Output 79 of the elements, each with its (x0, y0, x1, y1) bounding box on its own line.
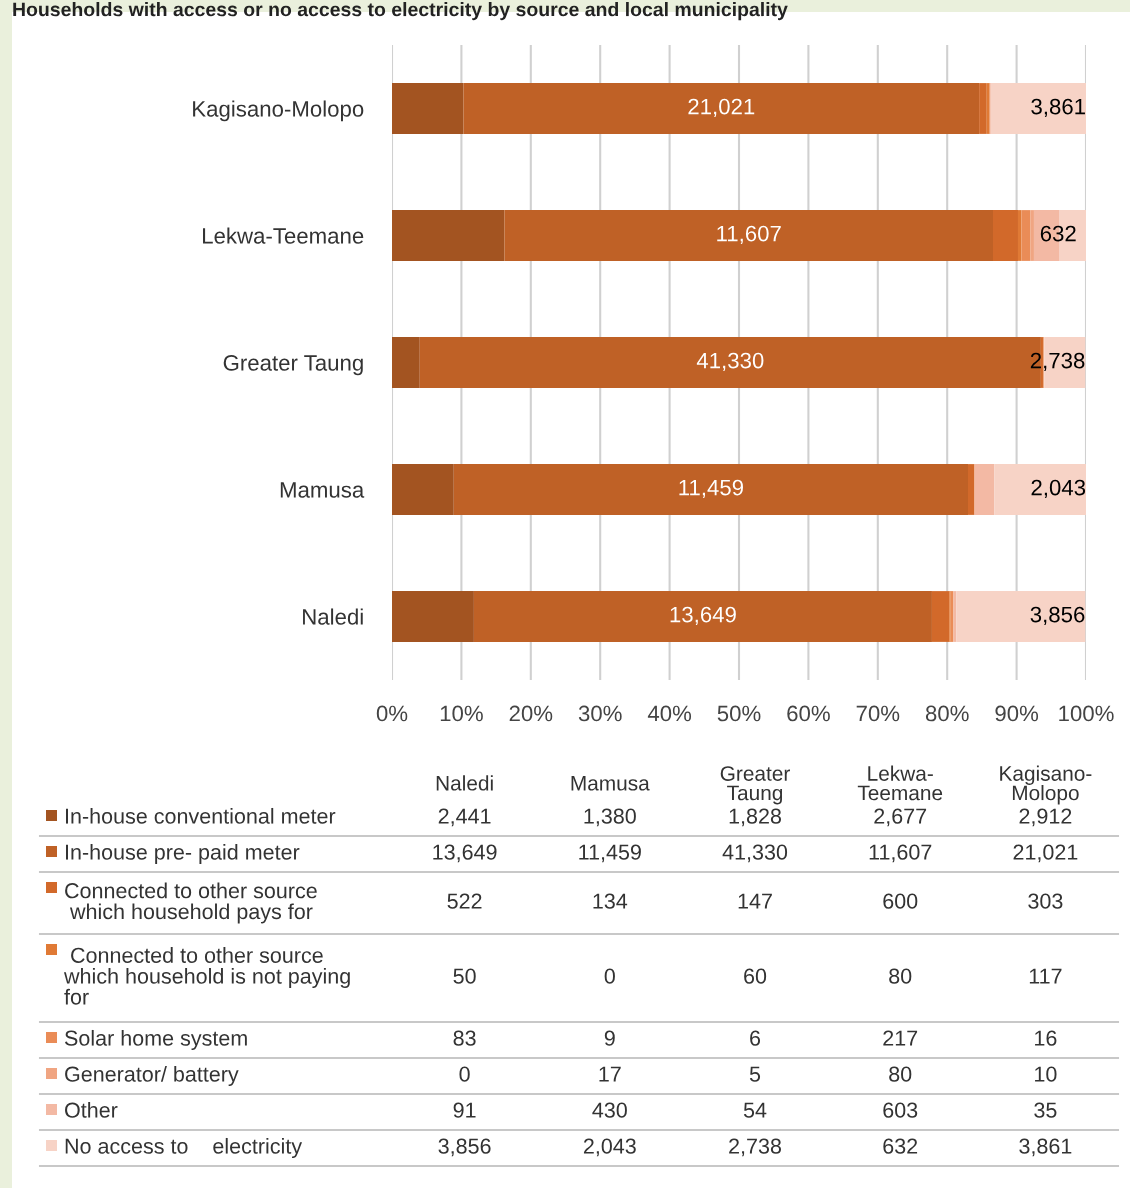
text: 117 (1029, 968, 1062, 984)
text: 16 (1035, 1030, 1057, 1046)
text: 632 (883, 1138, 918, 1154)
text: 54 (743, 1102, 767, 1118)
x-tick-label: 70% (856, 705, 900, 722)
text: 83 (453, 1030, 476, 1046)
legend-label: Connected to other source which household pays for (65, 882, 317, 924)
legend-label: In-house pre- paid meter (65, 843, 300, 865)
text: 80 (889, 968, 912, 984)
category-label: Greater Taung (720, 766, 790, 805)
legend-label: In-house conventional meter (65, 807, 336, 824)
annotation: 41,330 (696, 352, 764, 372)
y-tick-label: Lekwa-Teemane (203, 227, 364, 244)
text: 134 (593, 893, 628, 909)
text: 2,043 (583, 1138, 636, 1157)
x-tick-label: 80% (925, 705, 969, 722)
text: 3,856 (438, 1138, 491, 1157)
text: 50 (453, 968, 476, 984)
x-tick-label: 50% (717, 705, 761, 722)
text: 430 (592, 1102, 627, 1118)
text: 13,649 (433, 844, 497, 863)
text: 5 (749, 1066, 761, 1082)
text: 522 (447, 893, 482, 909)
annotation: 11,607 (717, 225, 781, 245)
text: 2,677 (874, 808, 927, 827)
category-label: Naledi (436, 775, 493, 791)
text: 603 (883, 1102, 918, 1118)
text: 217 (883, 1030, 918, 1046)
annotation: 2,043 (1031, 479, 1086, 499)
legend-label: No access to electricity (65, 1137, 303, 1159)
annotation: 13,649 (670, 606, 736, 626)
text: 11,607 (869, 844, 932, 863)
category-label: Mamusa (571, 776, 650, 791)
x-tick-label: 30% (578, 705, 622, 722)
annotation: 632 (1040, 225, 1076, 242)
legend-label: Solar home system (64, 1029, 247, 1051)
text: 1,380 (584, 808, 636, 827)
text: 1,828 (729, 808, 781, 827)
text: 303 (1028, 893, 1063, 909)
text: 80 (889, 1066, 912, 1082)
text: 2,738 (729, 1138, 781, 1157)
legend-label: Generator/ battery (65, 1065, 239, 1087)
text: 0 (604, 968, 615, 984)
text: 147 (738, 893, 772, 909)
text: 2,912 (1019, 808, 1072, 827)
annotation: 3,856 (1030, 606, 1085, 626)
text: 600 (883, 893, 918, 909)
text: 2,441 (438, 808, 491, 827)
text: 9 (604, 1030, 615, 1046)
chart-title: Households with access or no access to electricity by source and local municipality (13, 2, 788, 21)
text: 6 (750, 1030, 761, 1046)
text: 3,861 (1019, 1138, 1072, 1157)
category-label: Lekwa-Teemane (857, 765, 943, 801)
text: 0 (459, 1066, 470, 1082)
text: 41,330 (722, 844, 788, 863)
x-tick-label: 0% (376, 705, 408, 722)
y-tick-label: Mamusa (280, 482, 365, 498)
text: 60 (744, 968, 767, 984)
text: 21,021 (1013, 844, 1078, 863)
annotation: 3,861 (1031, 98, 1085, 118)
text: 35 (1034, 1102, 1057, 1118)
y-tick-label: Greater Taung (223, 355, 363, 376)
x-tick-label: 90% (995, 705, 1039, 722)
category-label: Kagisano-Molopo (1000, 765, 1092, 805)
x-tick-label: 10% (440, 705, 483, 722)
legend-label: Other (65, 1101, 118, 1118)
x-tick-label: 20% (509, 705, 553, 722)
legend-label: Connected to other source which household is not paying for (63, 947, 350, 1005)
x-tick-label: 40% (647, 705, 692, 722)
x-tick-label: 100% (1059, 705, 1114, 722)
annotation: 21,021 (688, 98, 755, 118)
text: 11,459 (579, 844, 641, 863)
y-tick-label: Kagisano-Molopo (193, 100, 364, 122)
x-tick-label: 60% (787, 705, 830, 722)
annotation: 11,459 (679, 479, 744, 499)
y-tick-label: Naledi (303, 608, 363, 625)
text: 17 (599, 1066, 621, 1082)
text: 91 (453, 1102, 476, 1118)
text: 10 (1035, 1066, 1057, 1082)
